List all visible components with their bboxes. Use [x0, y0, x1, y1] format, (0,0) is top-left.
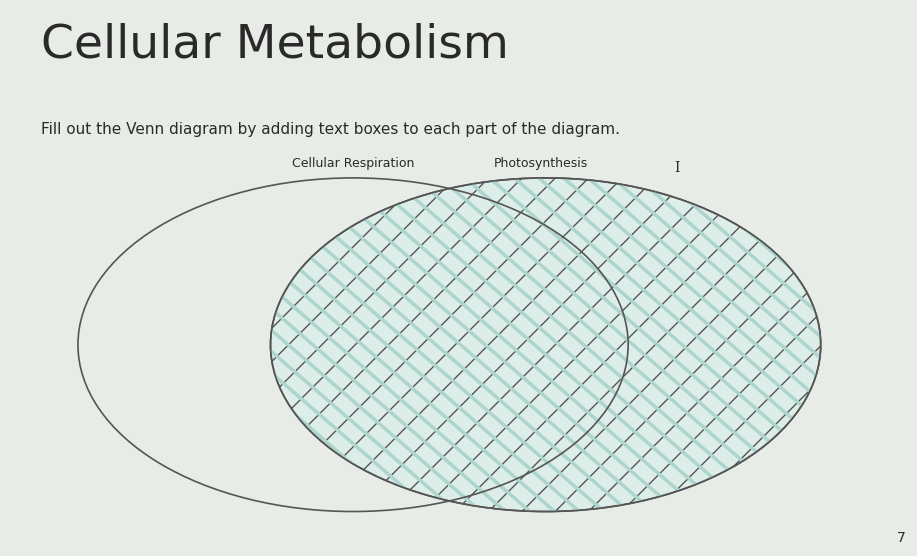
Text: 7: 7 — [897, 531, 906, 545]
Text: I: I — [674, 161, 679, 175]
Text: Fill out the Venn diagram by adding text boxes to each part of the diagram.: Fill out the Venn diagram by adding text… — [41, 122, 620, 137]
Text: Cellular Respiration: Cellular Respiration — [292, 157, 414, 170]
Text: Photosynthesis: Photosynthesis — [494, 157, 588, 170]
Circle shape — [271, 178, 821, 512]
Text: Cellular Metabolism: Cellular Metabolism — [41, 22, 509, 67]
Circle shape — [271, 178, 821, 512]
